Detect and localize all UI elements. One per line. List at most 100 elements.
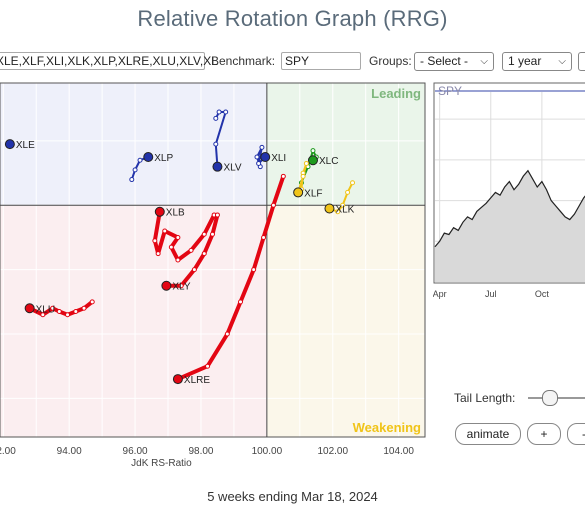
tail-point xyxy=(214,212,220,218)
tail-point xyxy=(188,247,194,253)
mini-x-tick-labels: Apr Jul Oct xyxy=(433,289,549,299)
tail-point xyxy=(224,331,230,337)
x-axis-label: JdK RS-Ratio xyxy=(131,458,192,469)
head-point[interactable] xyxy=(4,139,15,150)
tail-point xyxy=(73,308,79,314)
animate-button[interactable]: animate xyxy=(455,423,521,445)
series-xlb[interactable]: XLB xyxy=(152,206,217,263)
benchmark-area xyxy=(435,170,585,282)
tail-point xyxy=(50,305,56,311)
tail-point xyxy=(251,267,257,273)
tail-line xyxy=(175,174,286,382)
tail-point xyxy=(280,173,286,179)
series-label: XLF xyxy=(304,188,322,199)
benchmark-label: Benchmark: xyxy=(211,54,276,68)
series-xlp[interactable]: XLP xyxy=(129,152,174,183)
step-forward-button[interactable]: + xyxy=(527,423,561,445)
x-tick-label: 98.00 xyxy=(188,446,213,457)
tail-point xyxy=(335,209,341,215)
benchmark-input[interactable]: SPY xyxy=(281,52,361,70)
weakening-quadrant xyxy=(266,205,425,437)
head-point[interactable] xyxy=(172,374,183,385)
tail-point xyxy=(270,202,276,208)
series-xly[interactable]: XLY xyxy=(161,212,220,293)
series-xli[interactable]: XLI xyxy=(254,144,286,170)
groups-select[interactable]: - Select - ⌵ xyxy=(414,52,494,71)
tail-point xyxy=(40,312,46,318)
tail-point xyxy=(310,148,316,154)
quadrant-backgrounds xyxy=(0,83,425,437)
x-tick-label: 96.00 xyxy=(123,446,148,457)
head-point[interactable] xyxy=(212,161,223,172)
tail-point xyxy=(168,244,174,250)
head-point[interactable] xyxy=(293,187,304,198)
extra-select[interactable] xyxy=(578,52,585,71)
tail-point xyxy=(201,251,207,257)
tail-point xyxy=(65,312,71,318)
tail-point xyxy=(191,267,197,273)
benchmark-name: SPY xyxy=(438,84,462,98)
x-tick-label: 100.00 xyxy=(252,446,283,457)
series-label: XLP xyxy=(154,153,173,164)
head-point[interactable] xyxy=(154,206,165,217)
benchmark-mini-chart: SPY Apr Jul Oct xyxy=(433,82,585,299)
quadrant-label-weakening: Weakening xyxy=(353,420,421,435)
tail-point xyxy=(213,115,219,121)
tail-point xyxy=(300,173,306,179)
series-label: XLV xyxy=(223,163,241,174)
series-label: XLK xyxy=(335,205,354,216)
head-point[interactable] xyxy=(260,152,271,163)
tail-point xyxy=(201,231,207,237)
tail-length-slider-handle[interactable] xyxy=(542,390,558,406)
tail-point xyxy=(89,299,95,305)
mini-x-tick-label: Oct xyxy=(535,289,550,299)
tail-point xyxy=(178,283,184,289)
tail-point xyxy=(254,154,260,160)
head-point[interactable] xyxy=(143,152,154,163)
head-point[interactable] xyxy=(324,203,335,214)
x-tick-label: 104.00 xyxy=(383,446,414,457)
step-back-button[interactable]: - xyxy=(567,423,585,445)
series-xlf[interactable]: XLF xyxy=(293,160,323,199)
series-label: XLY xyxy=(172,282,190,293)
x-tick-label: 94.00 xyxy=(57,446,82,457)
period-select-value: 1 year xyxy=(508,54,542,68)
series-label: XLC xyxy=(319,156,338,167)
period-select[interactable]: 1 year ⌵ xyxy=(502,52,572,71)
tail-point xyxy=(175,234,181,240)
x-tick-label: 102.00 xyxy=(317,446,348,457)
series-xle[interactable]: XLE xyxy=(4,139,35,152)
mini-x-tick-label: Jul xyxy=(485,289,497,299)
tail-point xyxy=(56,308,62,314)
leading-quadrant xyxy=(266,83,425,206)
series-xlk[interactable]: XLK xyxy=(324,180,356,216)
rrg-chart: Leading Weakening 92.00 94.00 96.00 98.00 10… xyxy=(0,82,426,469)
series-label: XLRE xyxy=(184,375,210,386)
tail-point xyxy=(350,180,356,186)
tail-point xyxy=(175,257,181,263)
controls-bar: XLE,XLF,XLI,XLK,XLP,XLRE,XLU,XLV,XL Benc… xyxy=(0,52,585,74)
tail-point xyxy=(81,305,87,311)
tail-point xyxy=(129,177,135,183)
tail-point xyxy=(303,160,309,166)
tail-point xyxy=(155,251,161,257)
series-xlv[interactable]: XLV xyxy=(212,109,242,174)
tail-point xyxy=(345,189,351,195)
series-label: XLU xyxy=(36,304,55,315)
quadrant-label-leading: Leading xyxy=(371,86,421,101)
head-point[interactable] xyxy=(307,155,318,166)
head-point[interactable] xyxy=(24,303,35,314)
series-xlu[interactable]: XLU xyxy=(24,299,95,318)
tail-point xyxy=(152,238,158,244)
head-point[interactable] xyxy=(161,280,172,291)
series-label: XLE xyxy=(16,140,35,151)
symbols-input[interactable]: XLE,XLF,XLI,XLK,XLP,XLRE,XLU,XLV,XL xyxy=(0,52,218,70)
x-tick-labels: 92.00 94.00 96.00 98.00 100.00 102.00 104.00 xyxy=(0,446,414,457)
tail-point xyxy=(223,109,229,115)
tail-point xyxy=(261,234,267,240)
tail-point xyxy=(259,144,265,150)
series-xlre[interactable]: XLRE xyxy=(172,173,286,386)
period-caption: 5 weeks ending Mar 18, 2024 xyxy=(207,489,378,504)
tail-point xyxy=(137,157,143,163)
tail-point xyxy=(238,299,244,305)
